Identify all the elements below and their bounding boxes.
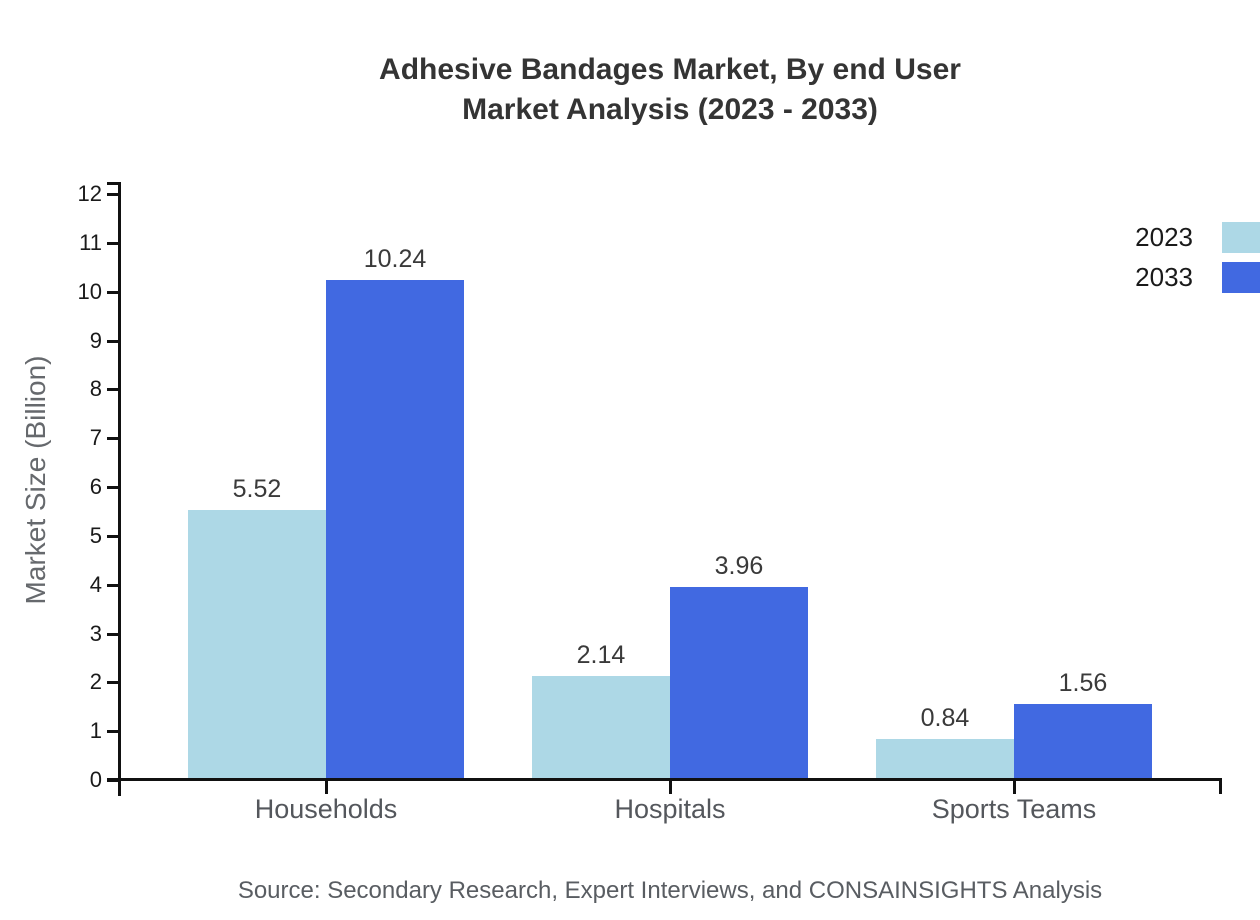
bar-2023-households <box>188 510 326 780</box>
y-tick-label: 9 <box>89 328 102 353</box>
x-tick <box>669 780 672 794</box>
value-label-2033-hospitals: 3.96 <box>714 551 764 580</box>
y-axis-top-cap <box>107 182 120 185</box>
source-text: Source: Secondary Research, Expert Inter… <box>237 877 1103 904</box>
y-tick <box>107 535 120 538</box>
category-label-hospitals: Hospitals <box>614 794 726 824</box>
y-tick <box>107 291 120 294</box>
value-label-2033-sports-teams: 1.56 <box>1058 668 1108 697</box>
bar-2033-sports-teams <box>1014 703 1152 780</box>
y-tick-label: 5 <box>89 523 102 548</box>
y-tick <box>107 437 120 440</box>
chart-title-line-2: Market Analysis (2023 - 2033) <box>462 93 878 126</box>
x-tick <box>325 780 328 794</box>
y-tick <box>107 779 120 782</box>
y-tick-label: 1 <box>89 718 102 743</box>
y-tick <box>107 730 120 733</box>
bar-2033-households <box>326 279 464 780</box>
bar-2023-sports-teams <box>876 739 1014 780</box>
bar-2023-hospitals <box>532 675 670 780</box>
y-tick <box>107 388 120 391</box>
legend-swatch-2023 <box>1222 222 1260 253</box>
x-tick <box>1013 780 1016 794</box>
legend-label-2023: 2023 <box>1135 222 1193 252</box>
y-tick-label: 0 <box>89 767 102 792</box>
category-label-households: Households <box>254 794 398 824</box>
x-axis-end-cap <box>1219 778 1222 794</box>
y-tick-label: 2 <box>89 669 102 694</box>
legend-swatch-2033 <box>1222 262 1260 293</box>
category-label-sports-teams: Sports Teams <box>931 794 1097 824</box>
y-tick <box>107 242 120 245</box>
value-label-2023-sports-teams: 0.84 <box>920 704 970 732</box>
y-tick-label: 4 <box>89 572 102 597</box>
y-tick-label: 6 <box>89 474 102 499</box>
y-tick-label: 10 <box>77 279 102 304</box>
y-tick <box>107 340 120 343</box>
y-tick <box>107 193 120 196</box>
chart-title-line-1: Adhesive Bandages Market, By end User <box>379 53 961 86</box>
y-tick-label: 8 <box>89 376 102 401</box>
y-tick <box>107 681 120 684</box>
y-tick-label: 7 <box>89 425 102 450</box>
bar-2033-hospitals <box>670 586 808 780</box>
value-label-2033-households: 10.24 <box>363 244 427 273</box>
y-tick-label: 11 <box>79 230 102 255</box>
y-tick-label: 12 <box>77 181 102 206</box>
x-axis-line <box>107 778 1222 781</box>
y-tick <box>107 486 120 489</box>
value-label-2023-households: 5.52 <box>232 475 282 504</box>
y-tick-label: 3 <box>89 621 102 646</box>
y-axis-line <box>118 182 121 796</box>
value-label-2023-hospitals: 2.14 <box>576 640 626 669</box>
y-tick <box>107 633 120 636</box>
legend-label-2033: 2033 <box>1135 262 1193 292</box>
y-tick <box>107 584 120 587</box>
chart-title: Adhesive Bandages Market, By end User Ma… <box>120 50 1220 130</box>
